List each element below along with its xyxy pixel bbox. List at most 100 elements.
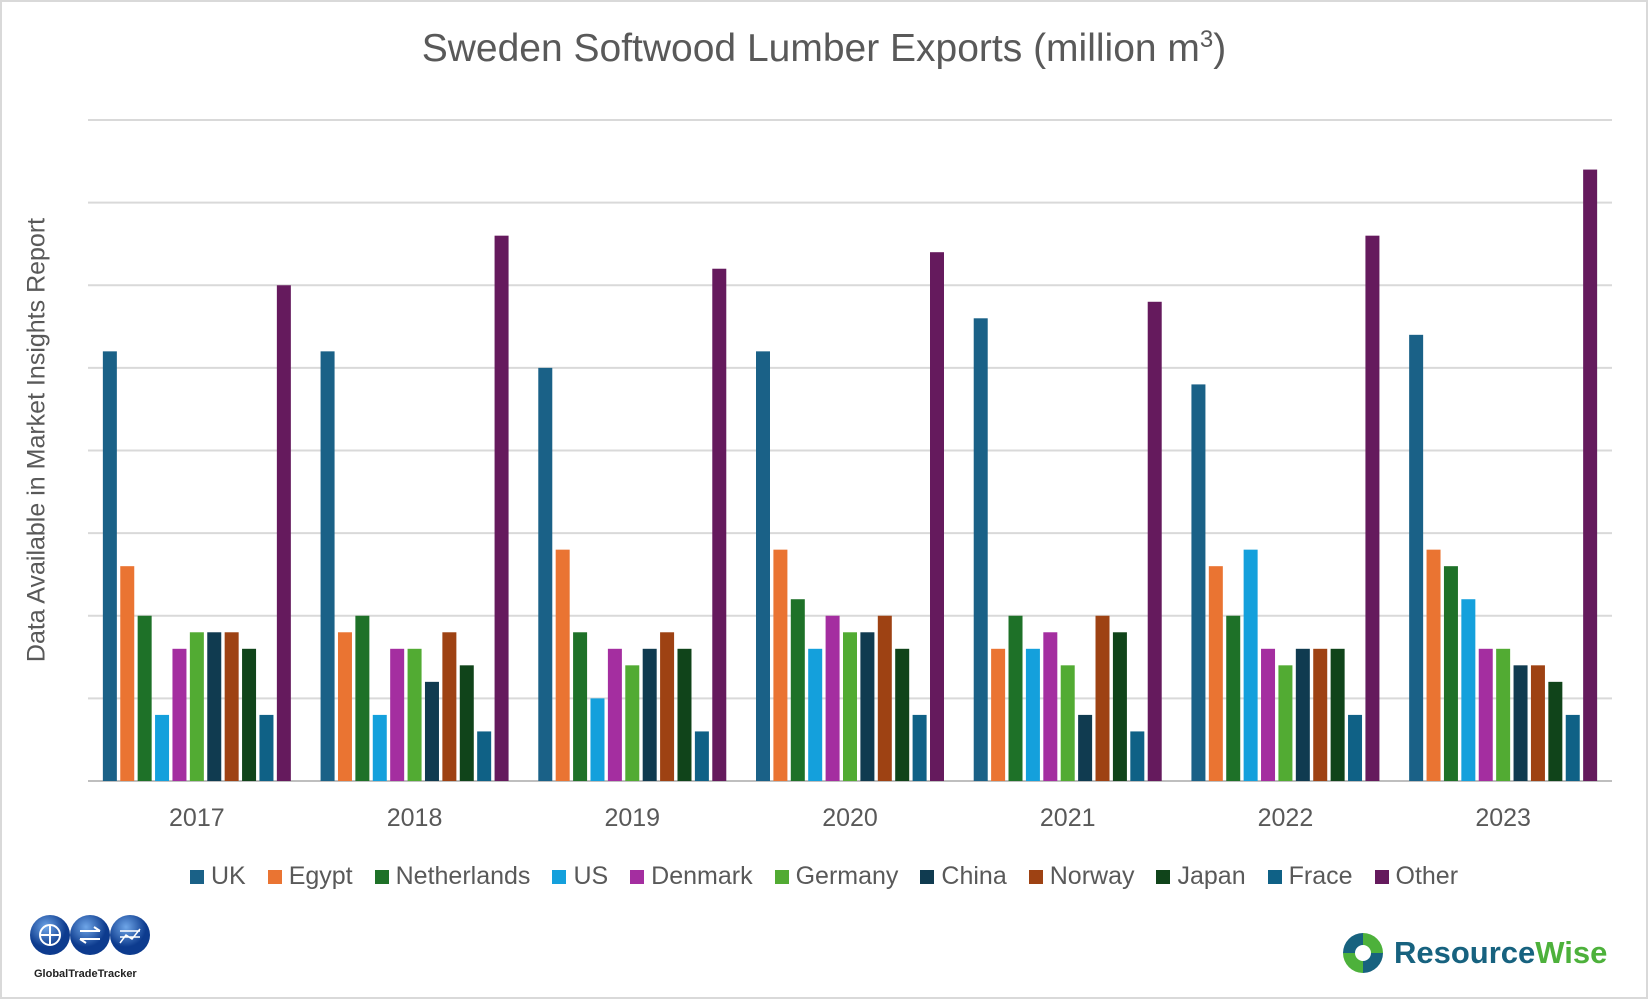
- bar-other-2023: [1583, 169, 1598, 781]
- bar-egypt-2021: [991, 648, 1006, 781]
- legend-item: Egypt: [267, 862, 353, 891]
- bar-germany-2018: [407, 648, 422, 781]
- legend-item: Other: [1374, 862, 1459, 891]
- bar-netherlands-2020: [790, 599, 805, 781]
- bar-denmark-2020: [825, 615, 840, 781]
- bar-denmark-2022: [1261, 648, 1276, 781]
- bar-uk-2020: [756, 351, 770, 781]
- legend-item: China: [920, 862, 1007, 891]
- bar-other-2017: [276, 285, 291, 781]
- x-tick-label: 2018: [387, 804, 443, 832]
- bar-china-2020: [860, 632, 875, 781]
- legend-label: Germany: [795, 862, 899, 890]
- bar-netherlands-2022: [1226, 615, 1241, 781]
- bar-china-2023: [1513, 665, 1528, 781]
- x-tick-label: 2020: [822, 804, 878, 832]
- bar-us-2017: [155, 714, 170, 781]
- bar-other-2022: [1365, 235, 1380, 782]
- bar-uk-2021: [973, 318, 988, 781]
- bar-uk-2018: [320, 351, 335, 781]
- bar-japan-2022: [1330, 648, 1345, 781]
- legend-item: Netherlands: [374, 862, 530, 891]
- legend-swatch: [1028, 869, 1043, 884]
- legend: UK Egypt Netherlands US Denmark Germany China N…: [0, 862, 1648, 891]
- chart-title: Sweden Softwood Lumber Exports (million …: [421, 26, 1227, 70]
- bar-norway-2022: [1313, 648, 1328, 781]
- legend-label: UK: [210, 862, 246, 890]
- bar-us-2021: [1025, 648, 1040, 781]
- bar-japan-2019: [677, 648, 692, 781]
- bar-us-2019: [590, 698, 605, 781]
- bar-us-2020: [808, 648, 823, 781]
- bar-germany-2023: [1496, 648, 1511, 781]
- bar-denmark-2018: [390, 648, 405, 781]
- bar-denmark-2023: [1478, 648, 1493, 781]
- bar-frace-2018: [477, 731, 492, 781]
- legend-label: China: [941, 862, 1007, 890]
- x-tick-label: 2017: [169, 804, 225, 832]
- legend-label: Other: [1395, 862, 1459, 890]
- bar-denmark-2021: [1043, 632, 1058, 781]
- bar-frace-2023: [1565, 714, 1580, 781]
- legend-swatch: [630, 869, 645, 884]
- legend-label: Egypt: [288, 862, 353, 890]
- legend-swatch: [1267, 869, 1282, 884]
- legend-label: US: [573, 862, 609, 890]
- bar-egypt-2020: [773, 549, 788, 781]
- bar-us-2018: [372, 714, 387, 781]
- bar-uk-2022: [1191, 384, 1206, 781]
- bar-netherlands-2023: [1443, 566, 1458, 781]
- legend-item: Germany: [774, 862, 899, 891]
- bar-egypt-2023: [1426, 549, 1441, 781]
- bar-china-2022: [1295, 648, 1310, 781]
- bar-uk-2023: [1409, 334, 1424, 781]
- bar-frace-2021: [1130, 731, 1145, 781]
- bar-uk-2017: [102, 351, 117, 781]
- bar-egypt-2017: [120, 566, 135, 781]
- legend-label: Denmark: [651, 862, 753, 890]
- bar-japan-2023: [1548, 681, 1563, 781]
- bar-china-2019: [642, 648, 657, 781]
- bar-other-2019: [712, 268, 727, 782]
- x-tick-label: 2019: [604, 804, 660, 832]
- bar-china-2021: [1078, 714, 1093, 781]
- legend-swatch: [552, 869, 567, 884]
- legend-item: Japan: [1156, 862, 1246, 891]
- bar-uk-2019: [538, 367, 553, 781]
- x-tick-label: 2021: [1040, 804, 1096, 832]
- bar-other-2018: [494, 235, 509, 782]
- bar-germany-2022: [1278, 665, 1293, 781]
- legend-swatch: [189, 869, 204, 884]
- bar-japan-2021: [1112, 632, 1127, 781]
- bar-china-2018: [424, 681, 439, 781]
- legend-item: Denmark: [630, 862, 753, 891]
- legend-item: UK: [189, 862, 246, 891]
- bar-germany-2020: [843, 632, 857, 781]
- legend-label: Norway: [1049, 862, 1135, 890]
- bar-denmark-2019: [607, 648, 622, 781]
- bar-us-2023: [1461, 599, 1476, 781]
- global-trade-tracker-logo: GlobalTradeTracker: [28, 913, 158, 980]
- legend-label: Japan: [1177, 862, 1246, 890]
- legend-item: Frace: [1267, 862, 1353, 891]
- legend-swatch: [1374, 869, 1389, 884]
- bar-frace-2017: [259, 714, 274, 781]
- legend-swatch: [774, 869, 789, 884]
- bar-netherlands-2017: [137, 615, 152, 781]
- bar-netherlands-2019: [573, 632, 588, 781]
- bar-egypt-2022: [1208, 566, 1223, 781]
- x-tick-label: 2023: [1475, 804, 1531, 832]
- bar-germany-2017: [189, 632, 204, 781]
- bar-egypt-2019: [555, 549, 570, 781]
- bar-germany-2019: [625, 665, 640, 781]
- bar-frace-2019: [694, 731, 709, 781]
- bar-japan-2017: [242, 648, 257, 781]
- bar-japan-2018: [459, 665, 474, 781]
- legend-swatch: [1156, 869, 1171, 884]
- bar-norway-2023: [1530, 665, 1545, 781]
- resourcewise-logo: ResourceWise: [1340, 930, 1607, 976]
- bar-frace-2022: [1348, 714, 1363, 781]
- bar-netherlands-2021: [1008, 615, 1023, 781]
